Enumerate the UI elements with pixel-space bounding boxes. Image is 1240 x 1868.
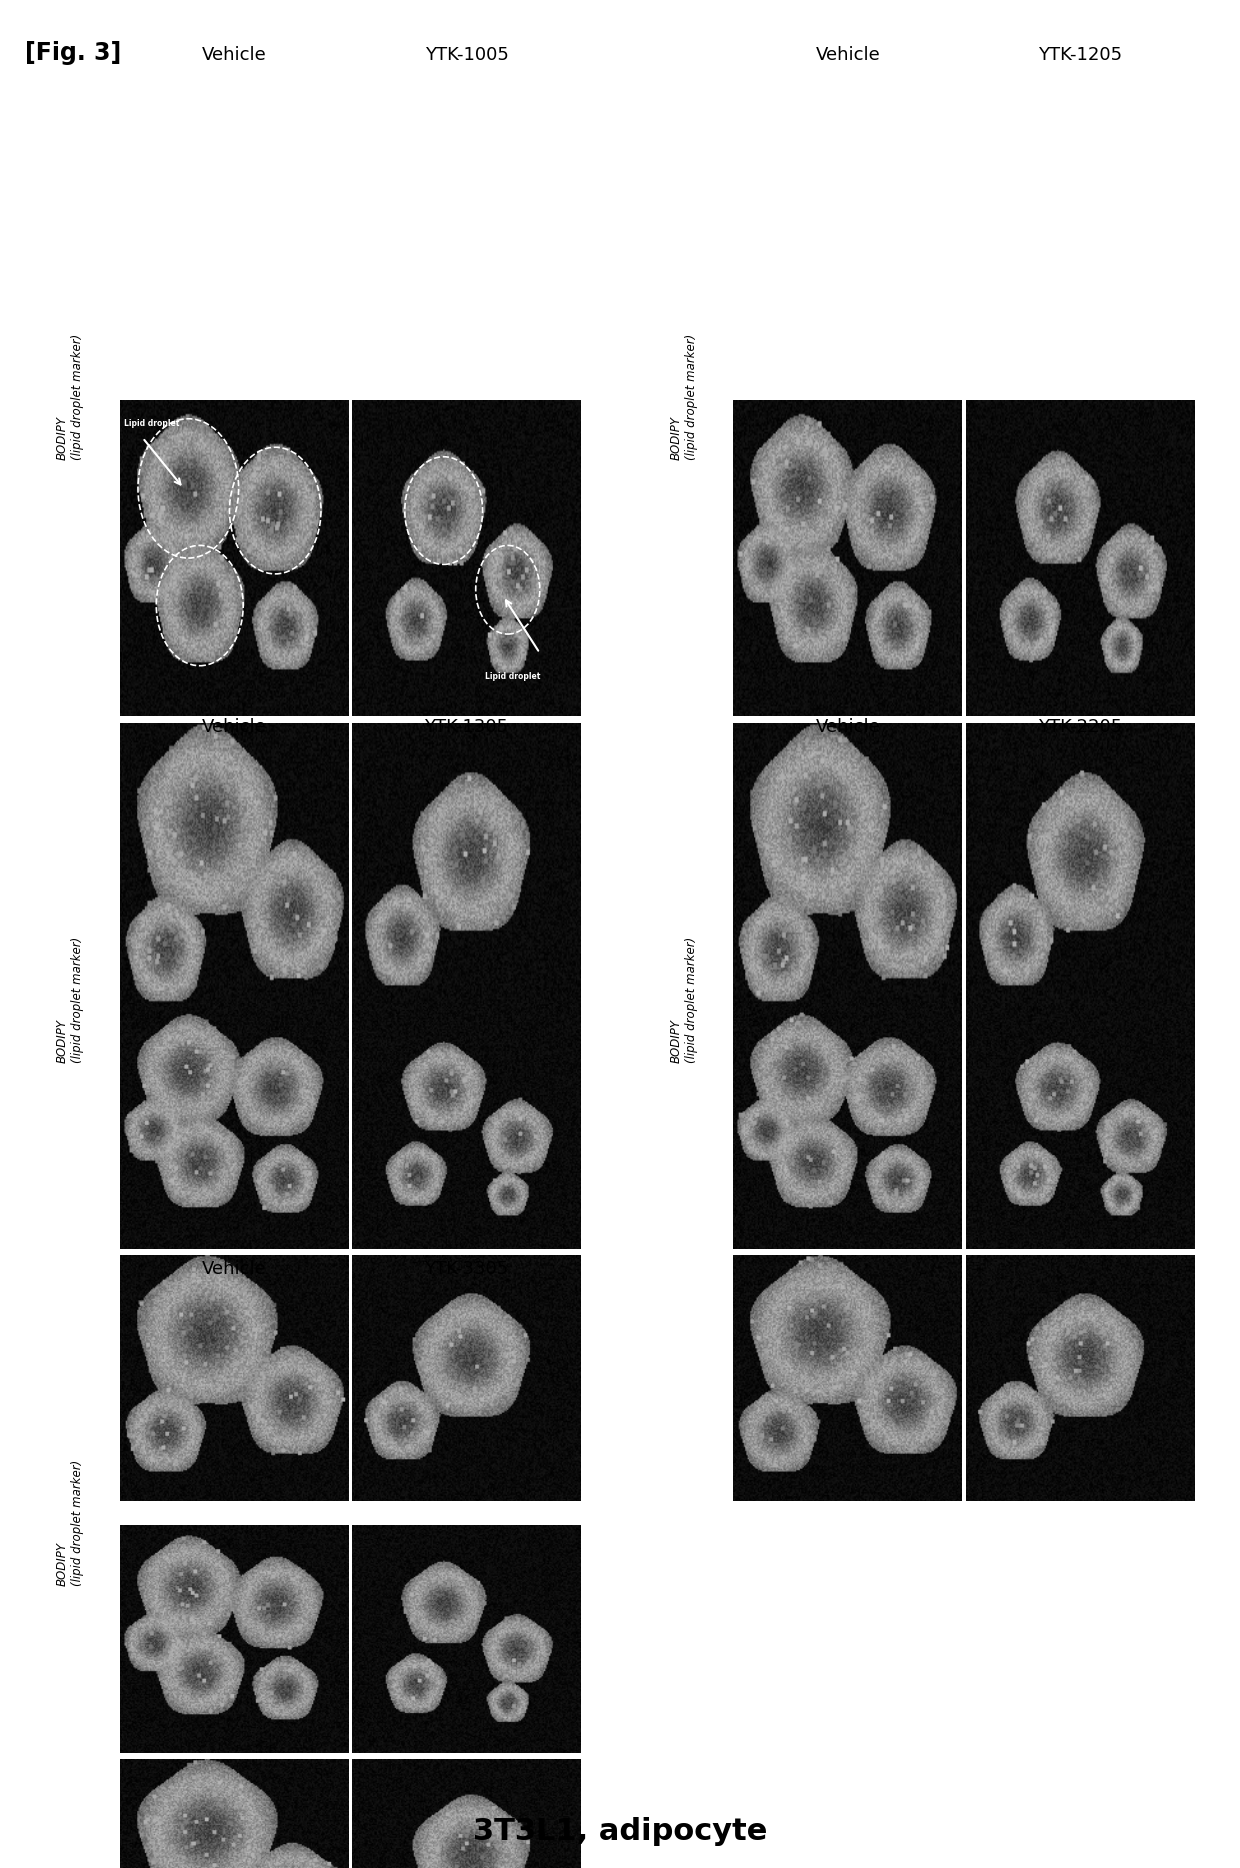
Text: Vehicle: Vehicle: [816, 45, 880, 64]
Text: 3T3L1, adipocyte: 3T3L1, adipocyte: [472, 1816, 768, 1846]
Text: Lipid droplet: Lipid droplet: [485, 672, 539, 682]
Text: YTK-1205: YTK-1205: [1038, 45, 1122, 64]
Text: Vehicle: Vehicle: [816, 717, 880, 736]
Text: YTK-2205: YTK-2205: [1038, 717, 1122, 736]
Text: BODIPY
(lipid droplet marker): BODIPY (lipid droplet marker): [56, 1459, 84, 1586]
Text: BODIPY
(lipid droplet marker): BODIPY (lipid droplet marker): [670, 936, 698, 1063]
Text: [Fig. 3]: [Fig. 3]: [25, 41, 122, 65]
Text: BODIPY
(lipid droplet marker): BODIPY (lipid droplet marker): [670, 334, 698, 460]
Text: YTK-1005: YTK-1005: [424, 45, 508, 64]
Text: YTK-3305: YTK-3305: [424, 1259, 508, 1278]
Text: BODIPY
(lipid droplet marker): BODIPY (lipid droplet marker): [56, 936, 84, 1063]
Text: YTK-1305: YTK-1305: [424, 717, 508, 736]
Text: Lipid droplet: Lipid droplet: [124, 418, 180, 428]
Text: BODIPY
(lipid droplet marker): BODIPY (lipid droplet marker): [56, 334, 84, 460]
Text: Vehicle: Vehicle: [202, 45, 267, 64]
Text: Vehicle: Vehicle: [202, 1259, 267, 1278]
Text: Vehicle: Vehicle: [202, 717, 267, 736]
